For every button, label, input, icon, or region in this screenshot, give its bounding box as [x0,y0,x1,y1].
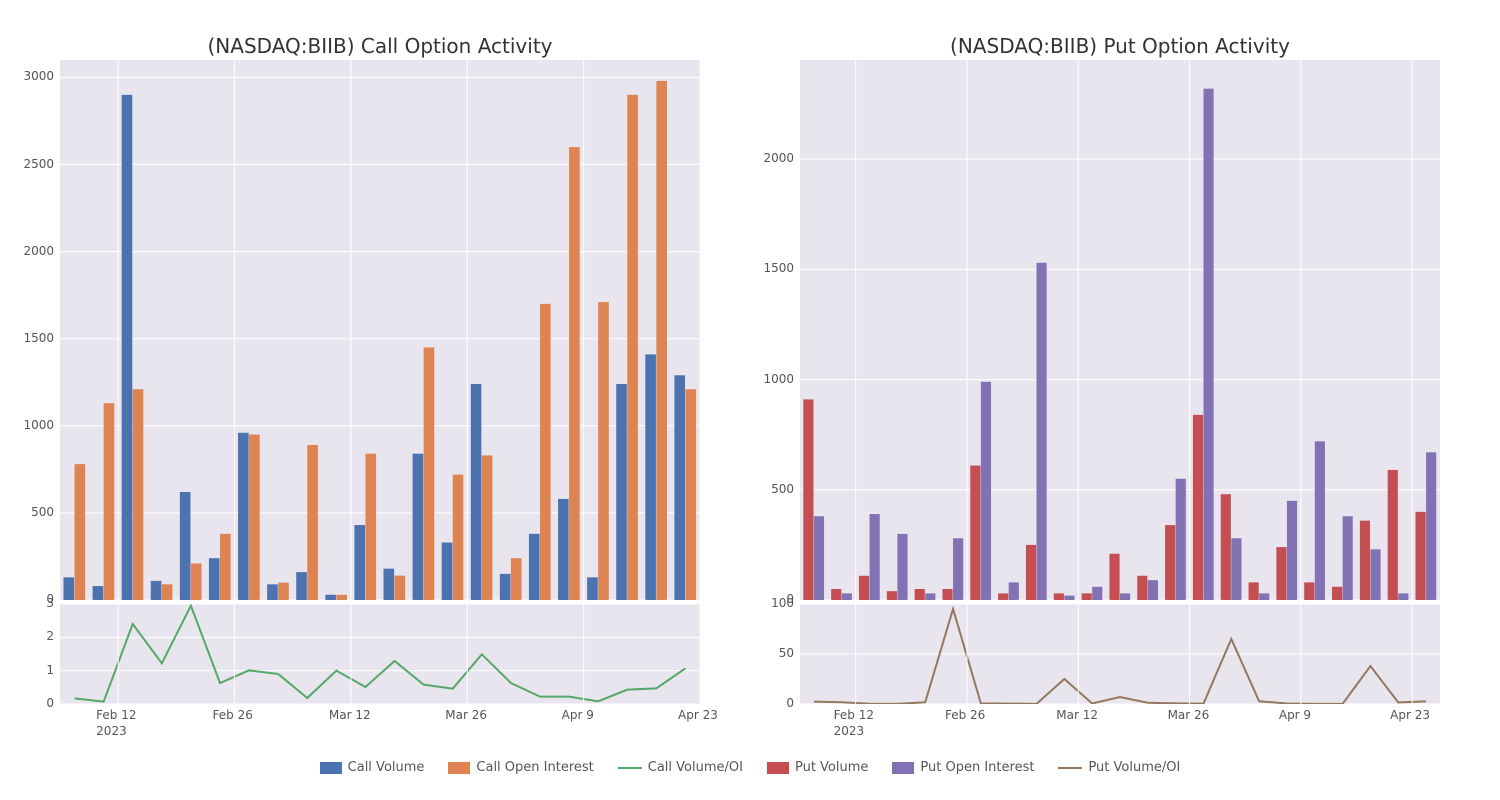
y-tick-label: 3 [46,596,54,610]
x-tick-label: Apr 23 [678,708,718,722]
x-tick-label: Apr 9 [1279,708,1311,722]
y-tick-label: 1500 [763,261,794,275]
x-tick-label: Mar 26 [445,708,487,722]
x-tick-label: Mar 26 [1168,708,1210,722]
x-tick-label: Feb 26 [213,708,253,722]
legend-label: Call Volume/OI [648,760,743,775]
y-tick-label: 1500 [23,331,54,345]
legend-label: Put Volume [795,760,868,775]
x-tick-label: Mar 12 [1056,708,1098,722]
y-tick-label: 0 [786,696,794,710]
legend-swatch [320,762,342,774]
legend-swatch [892,762,914,774]
y-tick-label: 100 [771,596,794,610]
y-tick-label: 3000 [23,69,54,83]
y-tick-label: 2000 [763,151,794,165]
legend-line-swatch [1058,767,1082,769]
legend-label: Put Open Interest [920,760,1034,775]
y-tick-label: 500 [771,482,794,496]
legend-line-swatch [618,767,642,769]
right-bars-plot [800,60,1440,600]
legend-swatch [448,762,470,774]
y-tick-label: 1000 [763,372,794,386]
right-ratio-plot [800,604,1440,704]
y-tick-label: 2500 [23,157,54,171]
left-bars-plot [60,60,700,600]
y-tick-label: 1000 [23,418,54,432]
legend-label: Put Volume/OI [1088,760,1180,775]
y-tick-label: 500 [31,505,54,519]
legend: Call Volume Call Open Interest Call Volume… [0,760,1500,775]
y-tick-label: 2 [46,629,54,643]
legend-label: Call Volume [348,760,425,775]
x-tick-label: Apr 23 [1390,708,1430,722]
x-tick-label: Apr 9 [562,708,594,722]
y-tick-label: 0 [46,696,54,710]
legend-item: Put Open Interest [892,760,1034,775]
legend-item: Call Volume/OI [618,760,743,775]
right-chart-title: (NASDAQ:BIIB) Put Option Activity [800,34,1440,58]
x-tick-label: Feb 12 [834,708,874,722]
y-tick-label: 2000 [23,244,54,258]
x-tick-label: Mar 12 [329,708,371,722]
y-tick-label: 1 [46,663,54,677]
x-year-label: 2023 [96,724,127,738]
left-ratio-plot [60,604,700,704]
x-tick-label: Feb 12 [96,708,136,722]
legend-item: Call Volume [320,760,425,775]
legend-swatch [767,762,789,774]
legend-item: Put Volume [767,760,868,775]
legend-item: Call Open Interest [448,760,593,775]
legend-label: Call Open Interest [476,760,593,775]
x-tick-label: Feb 26 [945,708,985,722]
legend-item: Put Volume/OI [1058,760,1180,775]
x-year-label: 2023 [834,724,865,738]
y-tick-label: 50 [779,646,794,660]
left-chart-title: (NASDAQ:BIIB) Call Option Activity [60,34,700,58]
